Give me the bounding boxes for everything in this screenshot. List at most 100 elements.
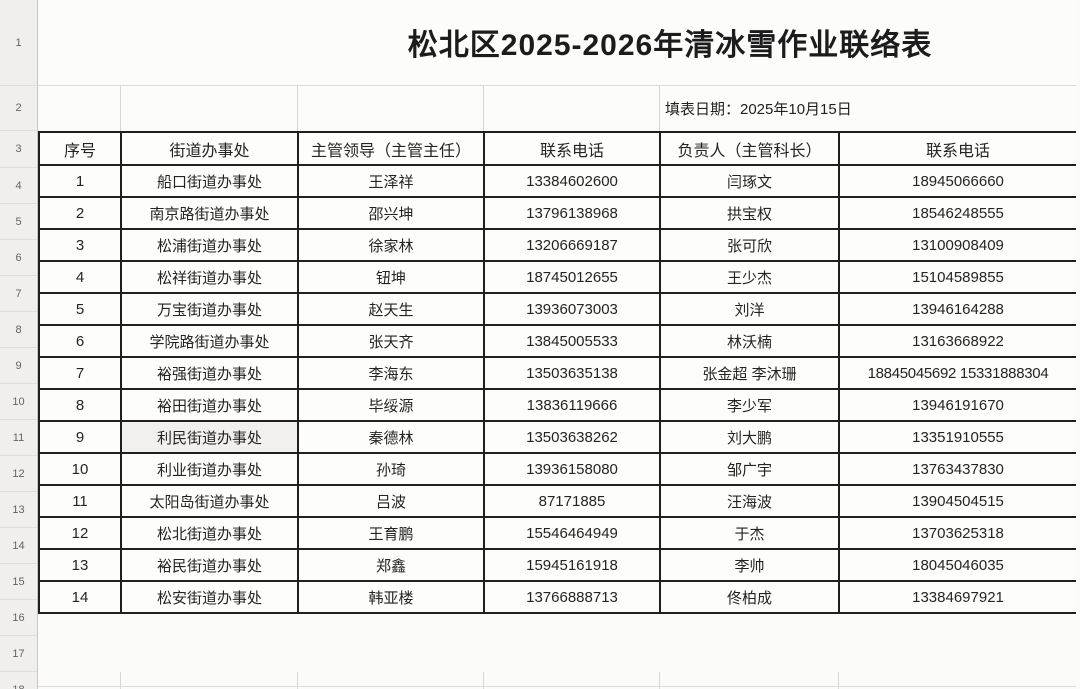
cell-phone1[interactable]: 18745012655 [483, 260, 661, 294]
cell-phone2[interactable]: 18845045692 15331888304 [838, 356, 1078, 390]
cell-person[interactable]: 汪海波 [659, 484, 840, 518]
cell-phone1[interactable]: 13206669187 [483, 228, 661, 262]
cell-no[interactable]: 2 [38, 196, 122, 230]
cell-person[interactable]: 邹广宇 [659, 452, 840, 486]
cell-no[interactable]: 1 [38, 164, 122, 198]
col-header-leader[interactable]: 主管领导（主管主任） [297, 131, 485, 166]
cell-no[interactable]: 5 [38, 292, 122, 326]
cell-no[interactable]: 7 [38, 356, 122, 390]
cell-street[interactable]: 学院路街道办事处 [120, 324, 299, 358]
cell-street[interactable]: 裕民街道办事处 [120, 548, 299, 582]
cell-leader[interactable]: 韩亚楼 [297, 580, 485, 614]
cell-no[interactable]: 13 [38, 548, 122, 582]
row-header[interactable]: 10 [0, 384, 37, 420]
cell-person[interactable]: 于杰 [659, 516, 840, 550]
cell-street[interactable]: 船口街道办事处 [120, 164, 299, 198]
cell-phone1[interactable]: 13836119666 [483, 388, 661, 422]
row-header[interactable]: 12 [0, 456, 37, 492]
cell-phone1[interactable]: 13796138968 [483, 196, 661, 230]
cell-leader[interactable]: 郑鑫 [297, 548, 485, 582]
cell-leader[interactable]: 毕绥源 [297, 388, 485, 422]
row-header[interactable]: 3 [0, 131, 37, 168]
cell-no[interactable]: 8 [38, 388, 122, 422]
cell-phone1[interactable]: 15945161918 [483, 548, 661, 582]
cell-phone1[interactable]: 13845005533 [483, 324, 661, 358]
cell-phone2[interactable]: 15104589855 [838, 260, 1078, 294]
cell-phone2[interactable]: 13904504515 [838, 484, 1078, 518]
row-header[interactable]: 1 [0, 0, 37, 86]
cell-phone1[interactable]: 13766888713 [483, 580, 661, 614]
cell-leader[interactable]: 赵天生 [297, 292, 485, 326]
row-header[interactable]: 7 [0, 276, 37, 312]
cell-person[interactable]: 刘大鹏 [659, 420, 840, 454]
cell-no[interactable]: 14 [38, 580, 122, 614]
row-header[interactable]: 8 [0, 312, 37, 348]
cell-leader[interactable]: 秦德林 [297, 420, 485, 454]
col-header-person[interactable]: 负责人（主管科长） [659, 131, 840, 166]
cell-street[interactable]: 松浦街道办事处 [120, 228, 299, 262]
cell-person[interactable]: 拱宝权 [659, 196, 840, 230]
cell-street[interactable]: 万宝街道办事处 [120, 292, 299, 326]
cell-no[interactable]: 9 [38, 420, 122, 454]
cell-person[interactable]: 佟柏成 [659, 580, 840, 614]
cell-phone2[interactable]: 13703625318 [838, 516, 1078, 550]
cell-leader[interactable]: 吕波 [297, 484, 485, 518]
cell-no[interactable]: 3 [38, 228, 122, 262]
cell-leader[interactable]: 钮坤 [297, 260, 485, 294]
cell-phone1[interactable]: 13384602600 [483, 164, 661, 198]
row-header[interactable]: 2 [0, 86, 37, 131]
cell-phone2[interactable]: 18045046035 [838, 548, 1078, 582]
cell-street[interactable]: 太阳岛街道办事处 [120, 484, 299, 518]
cell-street[interactable]: 松北街道办事处 [120, 516, 299, 550]
cell-leader[interactable]: 张天齐 [297, 324, 485, 358]
cell-street[interactable]: 裕田街道办事处 [120, 388, 299, 422]
cell-phone1[interactable]: 13503638262 [483, 420, 661, 454]
cell-person[interactable]: 张可欣 [659, 228, 840, 262]
cell-phone2[interactable]: 13763437830 [838, 452, 1078, 486]
row-header[interactable]: 13 [0, 492, 37, 528]
row-header[interactable]: 6 [0, 240, 37, 276]
cell-phone2[interactable]: 18546248555 [838, 196, 1078, 230]
row-header[interactable]: 15 [0, 564, 37, 600]
cell-phone2[interactable]: 13384697921 [838, 580, 1078, 614]
cell-phone2[interactable]: 13351910555 [838, 420, 1078, 454]
cell-phone1[interactable]: 13936158080 [483, 452, 661, 486]
cell-phone2[interactable]: 13946164288 [838, 292, 1078, 326]
cell-phone1[interactable]: 13503635138 [483, 356, 661, 390]
col-header-index[interactable]: 序号 [38, 131, 122, 166]
cell-leader[interactable]: 王育鹏 [297, 516, 485, 550]
cell-phone2[interactable]: 13946191670 [838, 388, 1078, 422]
col-header-phone2[interactable]: 联系电话 [838, 131, 1078, 166]
cell-leader[interactable]: 徐家林 [297, 228, 485, 262]
row-header[interactable]: 16 [0, 600, 37, 636]
page-title[interactable]: 松北区2025-2026年清冰雪作业联络表 [407, 29, 933, 62]
cell-phone1[interactable]: 15546464949 [483, 516, 661, 550]
row-header[interactable]: 4 [0, 168, 37, 204]
cell-person[interactable]: 王少杰 [659, 260, 840, 294]
col-header-phone1[interactable]: 联系电话 [483, 131, 661, 166]
fill-date-cell[interactable]: 填表日期：2025年10月15日 [665, 101, 852, 118]
cell-no[interactable]: 12 [38, 516, 122, 550]
cell-person[interactable]: 林沃楠 [659, 324, 840, 358]
row-header[interactable]: 18 [0, 672, 37, 689]
cell-leader[interactable]: 李海东 [297, 356, 485, 390]
cell-phone1[interactable]: 13936073003 [483, 292, 661, 326]
col-header-street[interactable]: 街道办事处 [120, 131, 299, 166]
row-header[interactable]: 14 [0, 528, 37, 564]
cell-person[interactable]: 闫琢文 [659, 164, 840, 198]
row-header[interactable]: 5 [0, 204, 37, 240]
cell-street[interactable]: 松祥街道办事处 [120, 260, 299, 294]
cell-no[interactable]: 10 [38, 452, 122, 486]
cell-street[interactable]: 南京路街道办事处 [120, 196, 299, 230]
cell-leader[interactable]: 王泽祥 [297, 164, 485, 198]
cell-no[interactable]: 11 [38, 484, 122, 518]
cell-street[interactable]: 利民街道办事处 [120, 420, 299, 454]
cell-phone2[interactable]: 13163668922 [838, 324, 1078, 358]
cell-person[interactable]: 张金超 李沐珊 [659, 356, 840, 390]
cell-phone1[interactable]: 87171885 [483, 484, 661, 518]
row-header[interactable]: 9 [0, 348, 37, 384]
cell-leader[interactable]: 邵兴坤 [297, 196, 485, 230]
cell-no[interactable]: 6 [38, 324, 122, 358]
cell-street[interactable]: 利业街道办事处 [120, 452, 299, 486]
cell-leader[interactable]: 孙琦 [297, 452, 485, 486]
